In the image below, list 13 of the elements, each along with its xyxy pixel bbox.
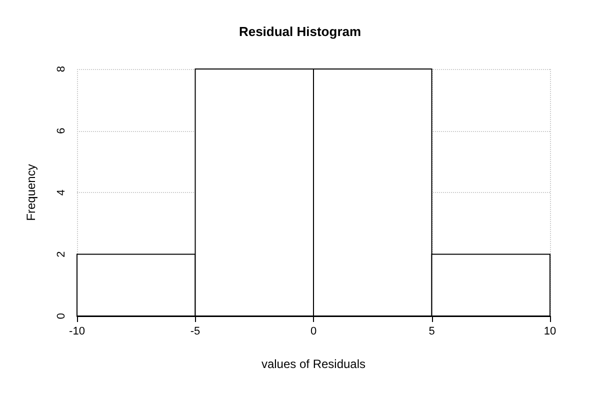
x-tick-label: -10: [69, 326, 85, 338]
y-tick-label: 4: [56, 189, 68, 196]
x-tick-label: 5: [428, 326, 435, 338]
y-axis-title: Frequency: [24, 164, 38, 221]
y-tick-label: 8: [56, 66, 68, 72]
y-tick-label: 0: [56, 312, 68, 320]
y-tick-label: 6: [56, 128, 68, 134]
x-axis-title: values of Residuals: [261, 357, 366, 371]
x-tick-label: -5: [190, 326, 200, 338]
y-tick-label: 2: [56, 251, 68, 258]
chart-title: Residual Histogram: [238, 24, 362, 39]
x-tick-label: 0: [310, 326, 317, 338]
x-tick-label: 10: [544, 326, 556, 338]
